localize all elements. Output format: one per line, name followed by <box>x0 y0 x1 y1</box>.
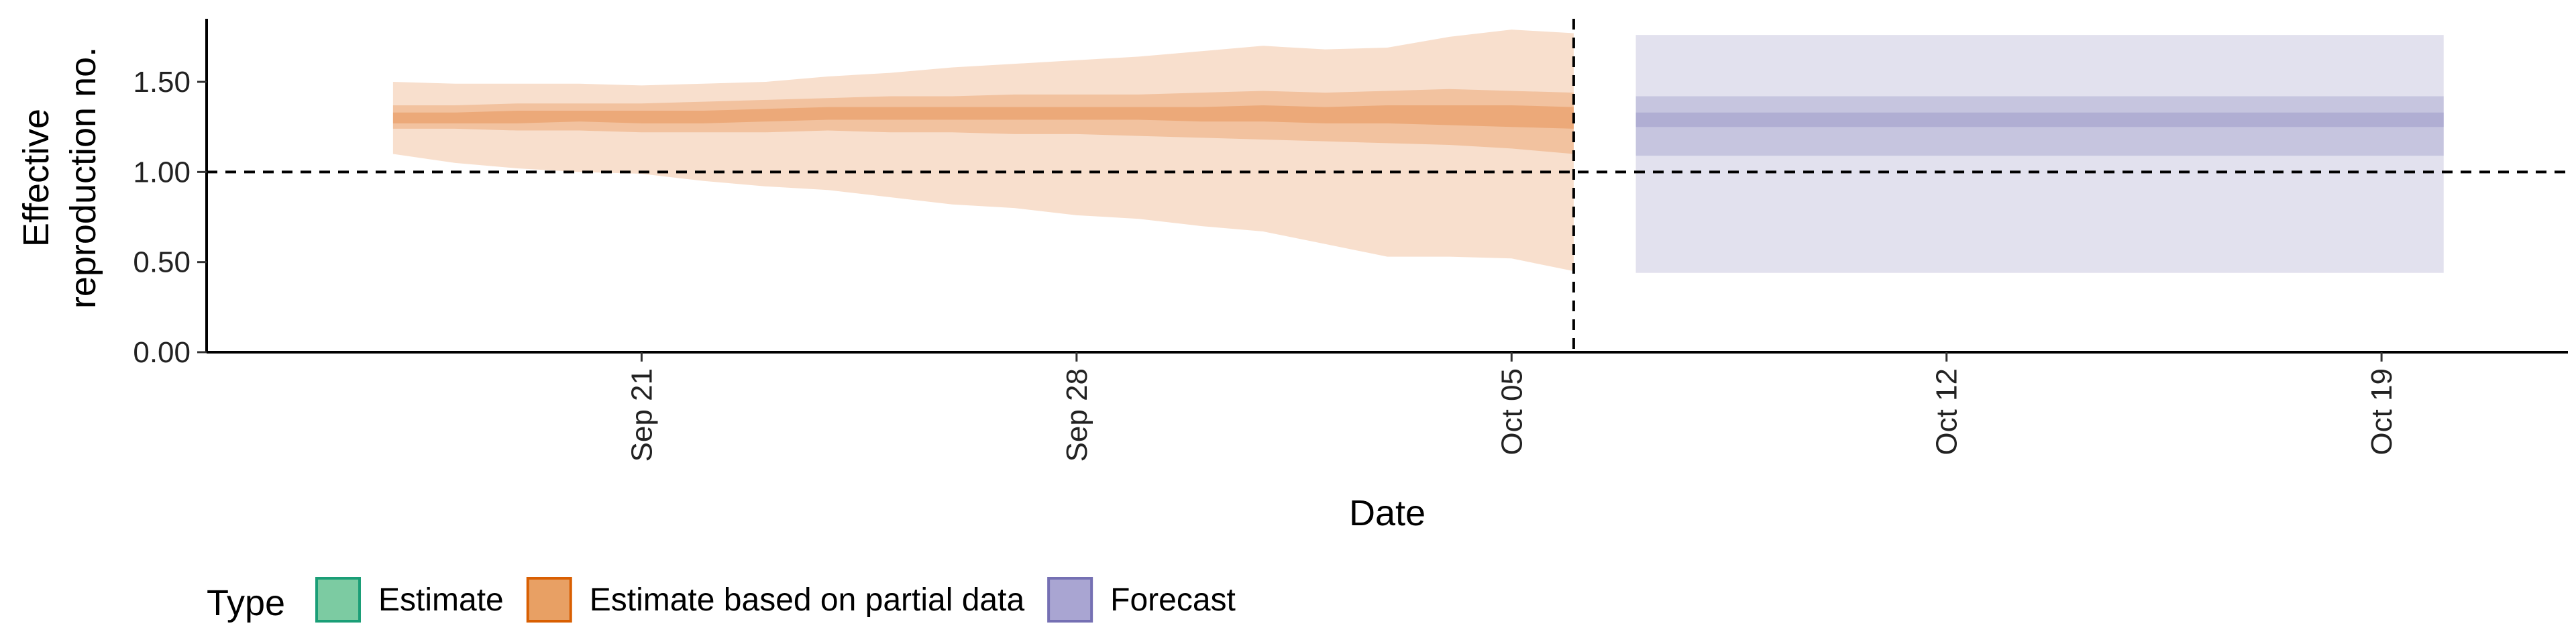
bands-layer <box>392 30 2444 273</box>
x-tick-label: Oct 05 <box>1495 368 1528 455</box>
band-90-forecast <box>1635 35 2444 273</box>
y-ticks-layer: 0.00 0.50 1.00 1.50 <box>133 66 207 369</box>
band-50-estimate-based-on-partial-data <box>392 89 1574 154</box>
band-20-estimate-based-on-partial-data <box>392 105 1574 129</box>
y-tick-label: 1.00 <box>133 156 191 189</box>
legend-title: Type <box>207 583 285 623</box>
x-ticks-layer: Sep 21 Sep 28 Oct 05 Oct 12 Oct 19 <box>625 352 2398 462</box>
band-20-forecast <box>1635 112 2444 127</box>
legend-label-estimate: Estimate <box>378 582 504 618</box>
y-axis-title-line-2: reproduction no. <box>63 47 103 309</box>
legend-label-estimate-based-on-partial-data: Estimate based on partial data <box>590 582 1025 618</box>
y-tick-label: 1.50 <box>133 66 191 99</box>
x-tick-label: Sep 21 <box>625 368 658 462</box>
x-tick-label: Oct 19 <box>2365 368 2398 455</box>
y-axis-title-line-1: Effective <box>16 109 56 247</box>
y-tick-label: 0.00 <box>133 336 191 369</box>
x-tick-label: Sep 28 <box>1061 368 1093 462</box>
y-axis-title: Effective reproduction no. <box>16 47 103 309</box>
legend-key-estimate <box>315 577 361 623</box>
legend-key-forecast <box>1047 577 1093 623</box>
legend: Type Estimate Estimate based on partial d… <box>207 577 1236 623</box>
legend-label-forecast: Forecast <box>1110 582 1236 618</box>
legend-key-estimate-based-on-partial-data <box>526 577 572 623</box>
band-90-estimate-based-on-partial-data <box>392 30 1574 272</box>
axes-layer <box>205 19 2568 354</box>
x-tick-label: Oct 12 <box>1931 368 1964 455</box>
y-tick-label: 0.50 <box>133 246 191 279</box>
x-axis-title: Date <box>1349 493 1426 533</box>
